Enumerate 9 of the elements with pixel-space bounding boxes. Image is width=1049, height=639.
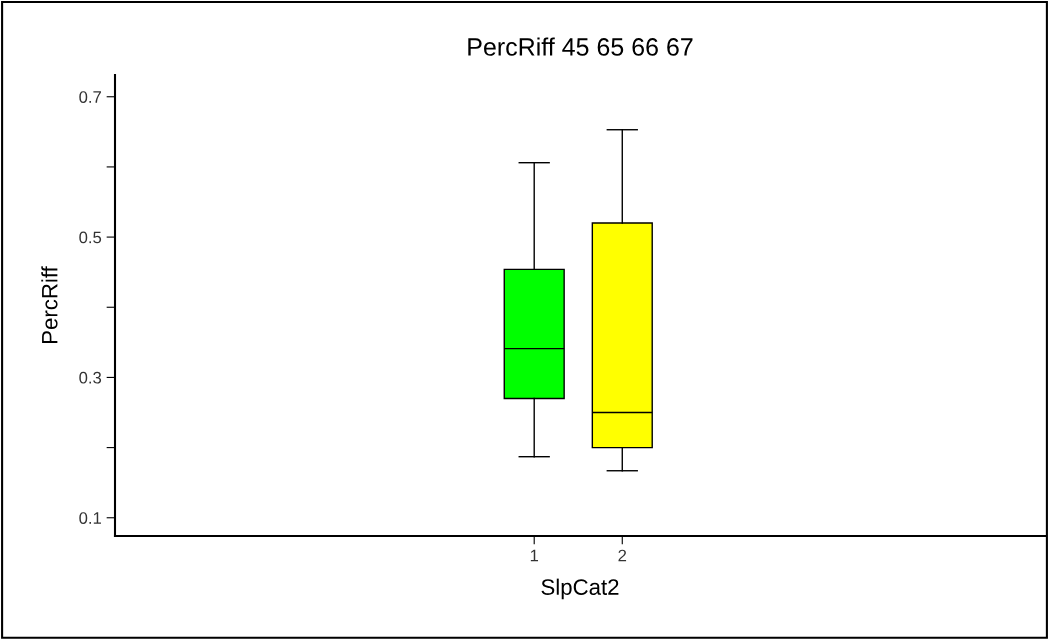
x-axis-title: SlpCat2 [541,578,619,600]
x-tick-label: 1 [530,549,539,562]
y-tick-label: 0.5 [79,231,102,244]
y-tick-label: 0.1 [79,512,101,524]
y-tick-label: 0.3 [79,371,102,384]
chart-title: PercRiff 45 65 66 67 [468,37,693,56]
x-tick-label: 2 [618,549,627,562]
y-axis-title: PercRiff [41,266,58,343]
y-tick-label: 0.7 [79,91,101,103]
